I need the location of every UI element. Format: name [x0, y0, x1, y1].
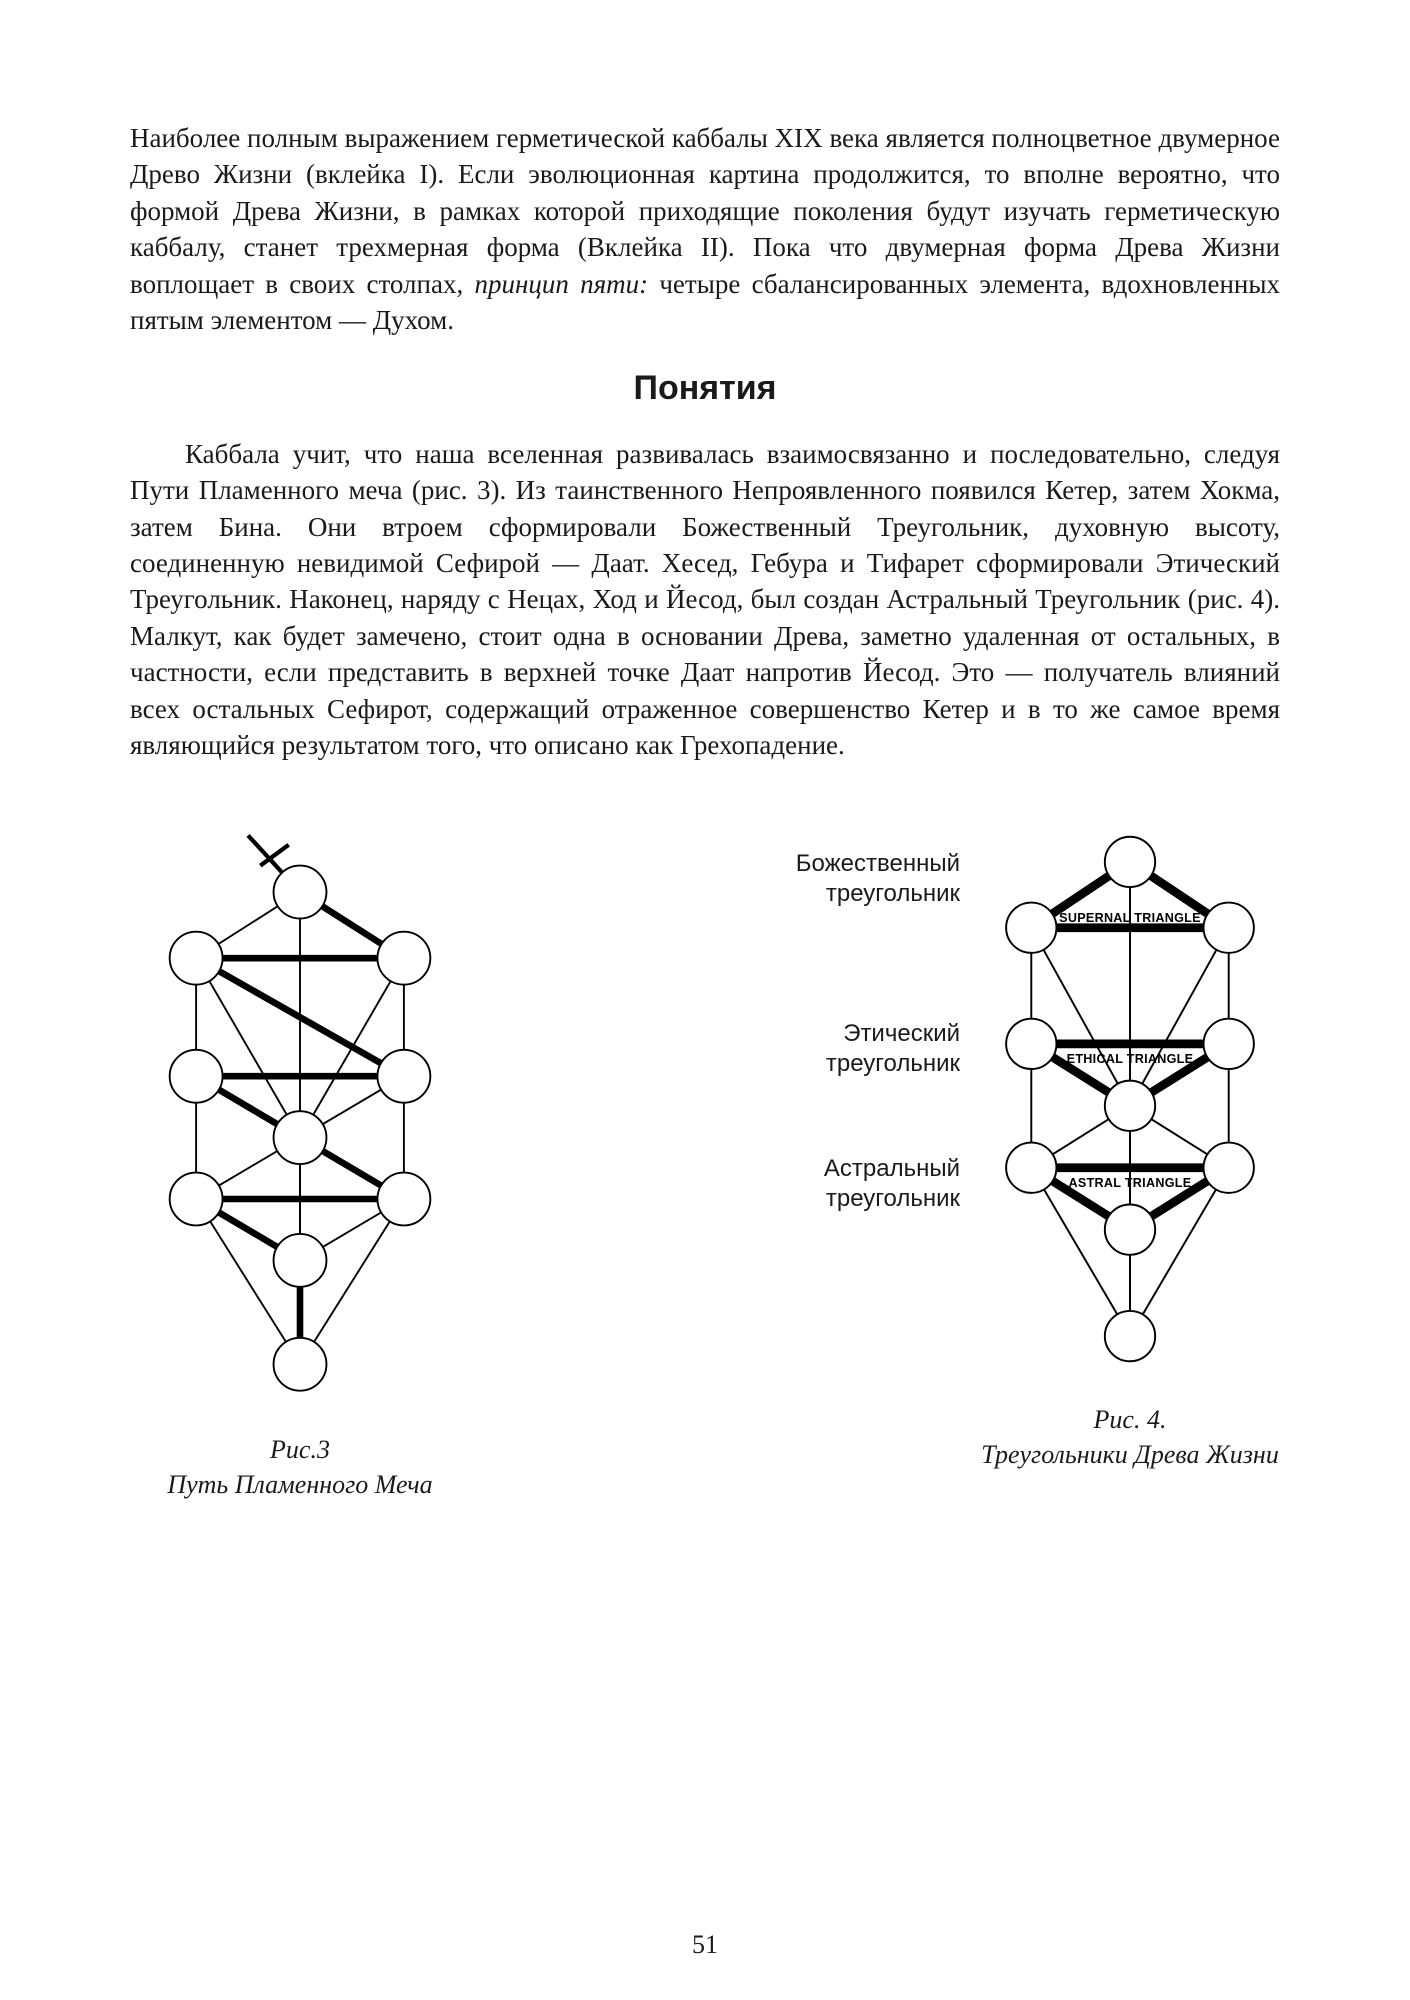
body-paragraph: Каббала учит, что наша вселенная развива… [130, 436, 1280, 764]
figure-4: SUPERNAL TRIANGLE ETHICAL TRIANGLE ASTRAL … [980, 814, 1280, 1472]
intro-text-italic: принцип пяти: [474, 269, 648, 299]
section-heading: Понятия [130, 369, 1280, 408]
svg-text:ETHICAL TRIANGLE: ETHICAL TRIANGLE [1067, 1052, 1194, 1066]
svg-text:SUPERNAL TRIANGLE: SUPERNAL TRIANGLE [1059, 910, 1201, 924]
fig4-side-label: Божественныйтреугольник [796, 849, 960, 909]
fig4-side-label: Этическийтреугольник [826, 1019, 960, 1079]
fig3-caption: Рис.3 Путь Пламенного Меча [167, 1432, 432, 1502]
fig3-caption-line2: Путь Пламенного Меча [167, 1470, 432, 1499]
intro-paragraph: Наиболее полным выражением герметической… [130, 120, 1280, 339]
page: Наиболее полным выражением герметической… [0, 0, 1410, 2000]
fig4-side-label: Астральныйтреугольник [824, 1154, 960, 1214]
fig4-side-labels: Божественныйтреугольник Этическийтреуголь… [740, 814, 980, 1394]
svg-text:ASTRAL TRIANGLE: ASTRAL TRIANGLE [1069, 1176, 1192, 1190]
fig4-caption: Рис. 4. Треугольники Древа Жизни [981, 1402, 1279, 1472]
fig4-caption-line1: Рис. 4. [1094, 1405, 1167, 1434]
figures-row: Рис.3 Путь Пламенного Меча Божественныйт… [130, 814, 1280, 1502]
figure-3: Рис.3 Путь Пламенного Меча [130, 814, 470, 1502]
fig4-diagram: SUPERNAL TRIANGLE ETHICAL TRIANGLE ASTRAL … [980, 814, 1280, 1384]
fig3-diagram [130, 814, 470, 1414]
fig4-caption-line2: Треугольники Древа Жизни [981, 1440, 1279, 1469]
page-number: 51 [0, 1930, 1410, 1960]
fig3-caption-line1: Рис.3 [270, 1435, 330, 1464]
figure-4-wrap: Божественныйтреугольник Этическийтреуголь… [740, 814, 1280, 1472]
